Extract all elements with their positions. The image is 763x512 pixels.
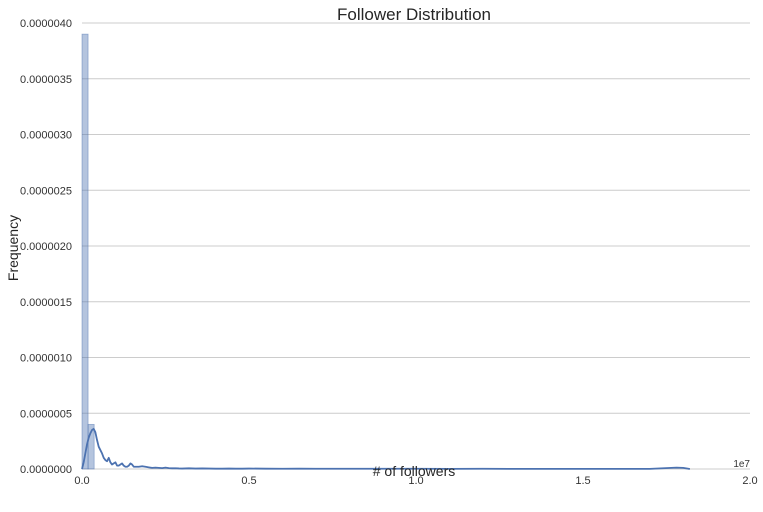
y-tick-label: 0.0000005 [20, 408, 72, 420]
y-axis-ticks: 0.0000000 0.0000005 0.0000010 0.0000015 0.00… [20, 18, 72, 476]
x-tick-label: 2.0 [742, 475, 757, 487]
x-tick-label: 0.5 [241, 475, 256, 487]
y-tick-label: 0.0000010 [20, 353, 72, 365]
y-tick-label: 0.0000015 [20, 297, 72, 309]
kde-curve-layer [81, 427, 691, 470]
x-tick-label: 1.5 [575, 475, 590, 487]
kde-curve [81, 427, 691, 470]
y-tick-label: 0.0000000 [20, 464, 72, 476]
y-axis-label: Frequency [5, 215, 21, 281]
x-axis-label: # of followers [373, 463, 455, 479]
x-tick-label: 1.0 [408, 475, 423, 487]
histogram-bars [81, 33, 95, 470]
histogram-bar [81, 33, 89, 470]
y-tick-label: 0.0000020 [20, 241, 72, 253]
x-tick-label: 0.0 [74, 475, 89, 487]
y-tick-label: 0.0000030 [20, 130, 72, 142]
chart-title: Follower Distribution [337, 5, 491, 24]
x-axis-ticks: 0.0 0.5 1.0 1.5 2.0 [74, 475, 757, 487]
y-tick-label: 0.0000035 [20, 74, 72, 86]
y-tick-label: 0.0000025 [20, 185, 72, 197]
histogram-bar [87, 423, 95, 470]
gridlines [82, 22, 750, 470]
y-tick-label: 0.0000040 [20, 18, 72, 30]
x-axis-offset-label: 1e7 [733, 459, 750, 470]
